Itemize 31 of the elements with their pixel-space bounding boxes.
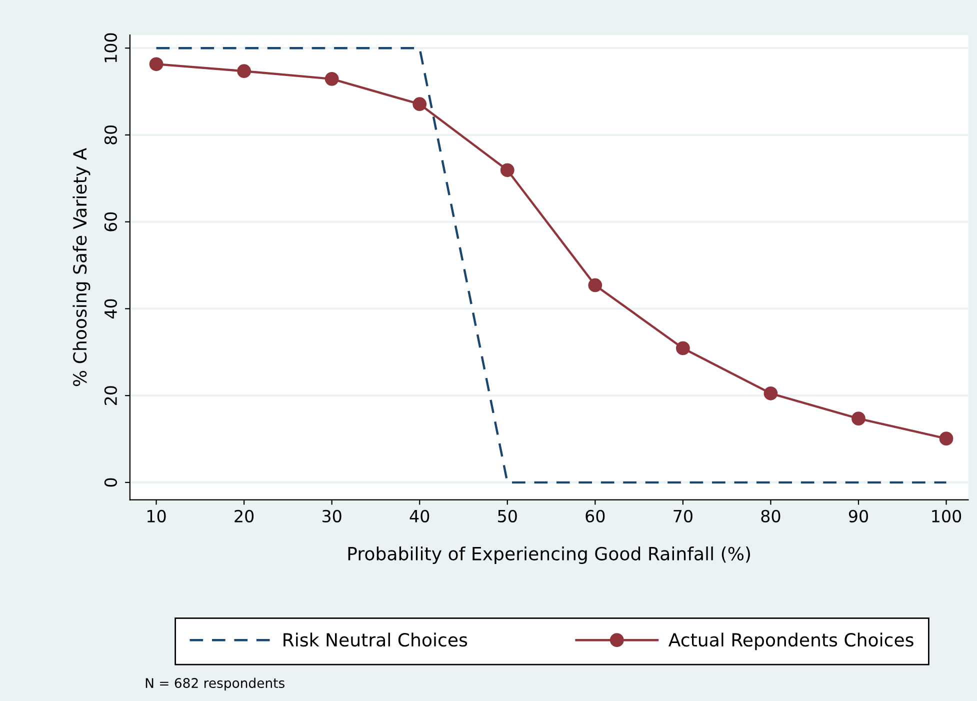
point xyxy=(500,163,514,178)
y-tick-label: 40 xyxy=(104,299,117,318)
text: N = 682 respondents xyxy=(146,678,284,691)
x-tick-label: 60 xyxy=(586,510,605,522)
x-tick-label: 70 xyxy=(674,510,692,522)
point xyxy=(412,97,427,112)
point xyxy=(676,341,690,356)
point xyxy=(852,412,866,426)
y-tick-label: 20 xyxy=(104,386,117,405)
point xyxy=(149,57,164,72)
x-tick-label: 100 xyxy=(932,510,962,522)
x-tick-label: 20 xyxy=(234,510,254,522)
y-tick-label: 0 xyxy=(104,478,117,487)
x-tick-label: 10 xyxy=(148,510,166,522)
x-tick-label: 90 xyxy=(848,510,868,522)
y-tick-label: 80 xyxy=(104,125,117,144)
point xyxy=(324,72,339,86)
y-axis-title: % Choosing Safe Variety A xyxy=(72,148,90,386)
legend-label: Actual Repondents Choices xyxy=(668,632,914,650)
y-tick-label: 60 xyxy=(104,212,117,232)
point xyxy=(237,64,251,78)
x-tick-label: 30 xyxy=(322,510,342,522)
x-tick-label: 50 xyxy=(498,510,517,522)
point xyxy=(939,432,954,446)
legend-label: Risk Neutral Choices xyxy=(284,632,468,647)
y-tick-label: 100 xyxy=(104,33,117,62)
point xyxy=(588,278,602,292)
x-axis-title: Probability of Experiencing Good Rainfall (%) xyxy=(348,546,750,564)
x-tick-label: 80 xyxy=(761,510,780,522)
x-tick-label: 40 xyxy=(410,510,430,522)
point xyxy=(764,386,778,400)
